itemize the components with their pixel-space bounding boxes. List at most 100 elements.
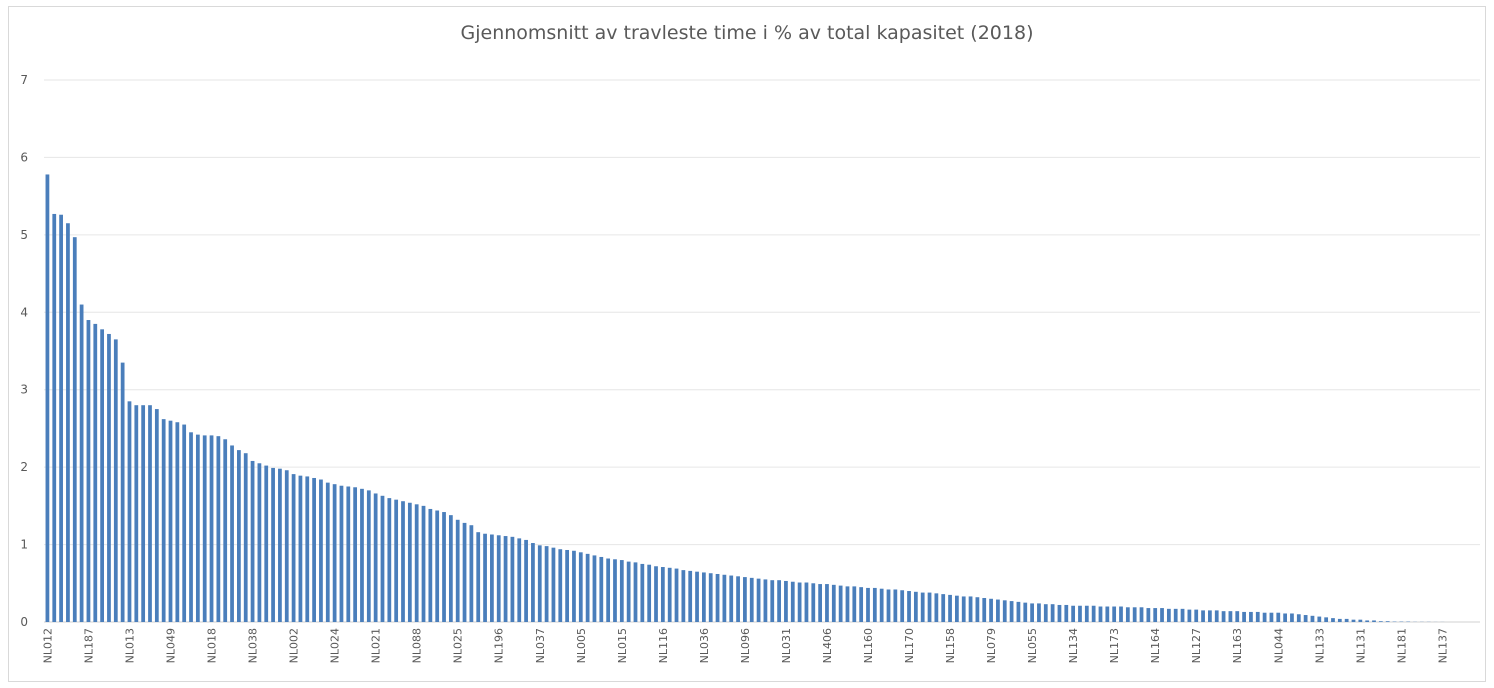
bar <box>462 522 467 622</box>
bar <box>120 362 125 622</box>
bar <box>230 445 234 622</box>
bar <box>216 436 221 622</box>
bar <box>455 519 460 622</box>
bar <box>1221 611 1226 622</box>
bar <box>961 596 966 622</box>
bar <box>531 543 535 622</box>
bar <box>585 553 590 622</box>
bar <box>1166 608 1171 622</box>
y-tick-label: 2 <box>20 460 28 474</box>
bar <box>619 560 624 622</box>
bar <box>107 333 111 622</box>
bar <box>1160 608 1164 622</box>
bar <box>660 567 665 622</box>
bar <box>353 487 358 622</box>
x-tick-label: NL170 <box>903 628 916 663</box>
bar <box>613 559 617 622</box>
bar <box>1173 608 1178 622</box>
bar <box>996 599 1000 622</box>
bar <box>435 510 440 622</box>
bar <box>955 595 959 622</box>
bar <box>175 422 180 622</box>
bar <box>209 435 214 622</box>
bar <box>1030 603 1034 622</box>
bar <box>982 597 987 622</box>
bar <box>1242 611 1246 622</box>
x-tick-label: NL036 <box>698 628 711 663</box>
bar <box>182 424 187 622</box>
bar <box>394 499 399 622</box>
bar <box>476 532 481 622</box>
bar <box>763 579 768 622</box>
bar <box>510 536 515 622</box>
bar <box>715 573 720 622</box>
y-tick-label: 1 <box>20 538 28 552</box>
bar <box>469 525 474 622</box>
bar <box>1105 606 1110 622</box>
x-tick-label: NL012 <box>41 628 54 663</box>
bar <box>968 596 973 622</box>
bar <box>243 453 248 622</box>
bar <box>852 586 857 622</box>
bar <box>578 552 583 622</box>
bar <box>708 573 713 622</box>
bar <box>1078 605 1082 622</box>
x-tick-label: NL015 <box>616 628 629 663</box>
bar <box>948 594 952 622</box>
bar <box>572 550 576 622</box>
bar <box>866 587 870 622</box>
bar <box>633 562 638 622</box>
bar <box>1269 612 1274 622</box>
bar <box>401 501 405 622</box>
x-tick-label: NL173 <box>1108 628 1121 663</box>
bar <box>93 323 98 622</box>
bar <box>517 538 522 622</box>
bar <box>872 587 877 622</box>
bar <box>777 580 781 622</box>
bar <box>647 564 652 622</box>
bar <box>524 539 528 622</box>
x-tick-label: NL196 <box>493 628 506 663</box>
bar <box>284 470 289 622</box>
bar <box>1201 610 1205 622</box>
x-tick-label: NL164 <box>1149 628 1162 663</box>
bar <box>72 237 77 622</box>
bar <box>1303 615 1308 622</box>
bar <box>900 590 905 622</box>
x-tick-label: NL013 <box>123 628 136 663</box>
bar <box>1385 621 1390 622</box>
bar <box>52 213 57 623</box>
x-tick-label: NL181 <box>1395 628 1408 663</box>
bar <box>168 420 173 622</box>
y-tick-label: 6 <box>20 150 28 164</box>
bar <box>113 339 118 622</box>
bar <box>565 549 569 622</box>
bar <box>811 583 816 622</box>
bar <box>1139 607 1144 622</box>
y-tick-label: 7 <box>20 73 28 87</box>
bar <box>551 547 556 622</box>
bar <box>79 304 84 622</box>
bar <box>1276 612 1281 622</box>
bar <box>1009 601 1014 622</box>
bar <box>325 482 330 622</box>
bar <box>66 223 70 622</box>
y-axis-ticks: 0 1 2 3 4 5 6 7 <box>20 73 28 629</box>
bar <box>558 549 563 622</box>
bar <box>366 490 371 622</box>
x-tick-label: NL088 <box>411 628 424 663</box>
bar <box>1153 608 1158 622</box>
y-tick-label: 3 <box>20 383 28 397</box>
bar <box>667 567 672 622</box>
bar <box>86 320 91 622</box>
bar <box>346 486 351 622</box>
bar <box>1016 601 1021 622</box>
bar <box>1337 618 1342 622</box>
bar <box>503 536 508 622</box>
bar <box>701 572 706 622</box>
bar <box>1112 606 1117 622</box>
x-tick-label: NL158 <box>944 628 957 663</box>
bar <box>1235 611 1240 622</box>
x-tick-label: NL127 <box>1190 628 1203 663</box>
